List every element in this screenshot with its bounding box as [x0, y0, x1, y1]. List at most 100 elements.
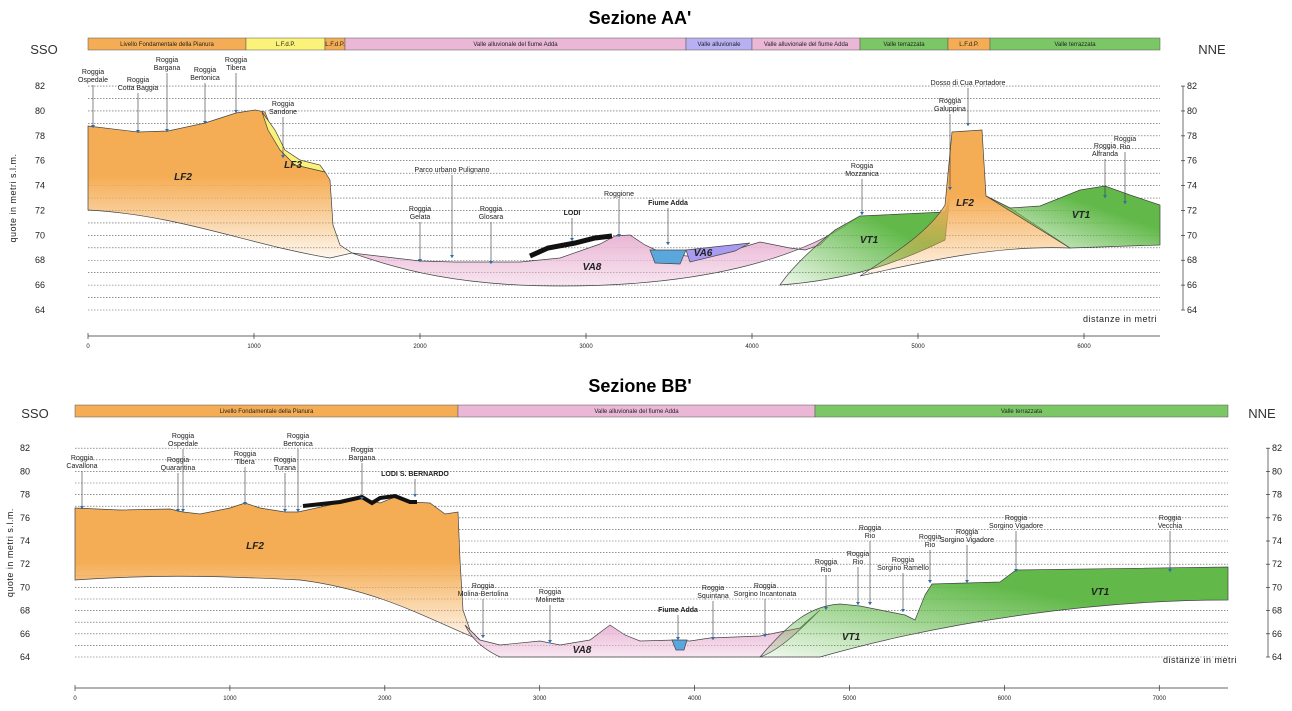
- y-tick-label: 78: [1187, 131, 1197, 141]
- band-label: Livello Fondamentale della Pianura: [120, 42, 214, 48]
- annotation: Sandone: [269, 109, 297, 116]
- annotation: Roggia: [539, 589, 561, 596]
- marker: [450, 255, 454, 258]
- annotation: Roggia: [892, 557, 914, 564]
- annotation: Roggia: [351, 447, 373, 454]
- y-tick-label: 66: [1272, 629, 1282, 639]
- y-tick-label: 64: [35, 305, 45, 315]
- annotation: Roggia: [409, 206, 431, 213]
- unit-label: LF2: [174, 172, 192, 183]
- annotation: Alfranda: [1092, 151, 1118, 158]
- marker: [966, 123, 970, 126]
- river: [650, 250, 686, 264]
- marker: [570, 238, 574, 241]
- annotation: Roggia: [956, 529, 978, 536]
- band-label: Valle terrazzata: [1001, 409, 1043, 415]
- annotation: Roggia: [1114, 136, 1136, 143]
- annotation: Roggia: [225, 57, 247, 64]
- annotation: Roggia: [172, 433, 194, 440]
- annotation: Rio: [865, 533, 876, 540]
- annotation: Roggione: [604, 191, 634, 198]
- x-tick-label: 1000: [223, 696, 237, 702]
- x-tick-label: 5000: [843, 696, 857, 702]
- annotation: Bertonica: [283, 441, 313, 448]
- annotation: Ospedale: [168, 441, 198, 448]
- annotation: Roggia: [194, 67, 216, 74]
- y-tick-label: 80: [1187, 106, 1197, 116]
- annotation: Bargana: [154, 65, 181, 72]
- y-tick-label: 66: [20, 629, 30, 639]
- annotation: Mozzanica: [845, 171, 879, 178]
- annotation: Vecchia: [1158, 523, 1183, 530]
- x-tick-label: 3000: [533, 696, 547, 702]
- y-tick-label: 82: [20, 443, 30, 453]
- unit-label: VA8: [573, 645, 592, 656]
- unit-label: VT1: [1072, 210, 1091, 221]
- annotation: Fiume Adda: [658, 607, 698, 614]
- band-label: Livello Fondamentale della Pianura: [220, 409, 314, 415]
- annotation: Roggia: [127, 77, 149, 84]
- annotation: Bargana: [349, 455, 376, 462]
- annotation: Roggia: [702, 585, 724, 592]
- x-tick-label: 0: [86, 344, 90, 350]
- x-tick-label: 3000: [579, 344, 593, 350]
- y-tick-label: 78: [20, 490, 30, 500]
- annotation: Quarantina: [161, 465, 196, 472]
- y-tick-label: 64: [1187, 305, 1197, 315]
- band-label: Valle alluvionale del fiume Adda: [594, 409, 679, 415]
- annotation: Tibera: [226, 65, 246, 72]
- annotation: Glosara: [479, 214, 504, 221]
- annotation: Rio: [1120, 144, 1131, 151]
- y-tick-label: 74: [20, 536, 30, 546]
- marker: [856, 602, 860, 605]
- x-tick-label: 5000: [911, 344, 925, 350]
- va8-body: [352, 216, 860, 286]
- x-axis-label: distanze in metri: [1163, 655, 1237, 665]
- y-tick-label: 72: [20, 559, 30, 569]
- annotation: LODI S. BERNARDO: [381, 471, 449, 478]
- unit-label: LF2: [956, 198, 974, 209]
- y-tick-label: 68: [20, 606, 30, 616]
- annotation: Roggia: [82, 69, 104, 76]
- annotation: LODI: [564, 210, 581, 217]
- annotation: Roggia: [1005, 515, 1027, 522]
- annotation: Sorgino Vigadore: [940, 537, 994, 544]
- unit-label: VT1: [842, 632, 861, 643]
- band-label: L.F.d.P.: [959, 42, 979, 48]
- annotation: Roggia: [1159, 515, 1181, 522]
- annotation: Dosso di Cua Portadore: [931, 80, 1006, 87]
- annotation: Roggia: [272, 101, 294, 108]
- side-label: SSO: [21, 406, 48, 421]
- marker: [868, 602, 872, 605]
- annotation: Rio: [853, 559, 864, 566]
- y-tick-label: 82: [1187, 81, 1197, 91]
- annotation: Roggia: [167, 457, 189, 464]
- y-tick-label: 78: [35, 131, 45, 141]
- band-label: Valle alluvionale del fiume Adda: [764, 42, 849, 48]
- annotation: Roggia: [480, 206, 502, 213]
- y-tick-label: 66: [35, 280, 45, 290]
- side-label: SSO: [30, 42, 57, 57]
- x-tick-label: 4000: [688, 696, 702, 702]
- annotation: Roggia: [754, 583, 776, 590]
- y-axis-label: quote in metri s.l.m.: [8, 154, 18, 243]
- y-tick-label: 80: [20, 466, 30, 476]
- annotation: Molinetta: [536, 597, 565, 604]
- lf2-body: [75, 497, 480, 640]
- y-tick-label: 82: [1272, 443, 1282, 453]
- section-title: Sezione AA': [589, 8, 692, 28]
- band-label: Valle alluvionale del fiume Adda: [473, 42, 558, 48]
- marker: [676, 637, 680, 640]
- y-tick-label: 70: [1187, 230, 1197, 240]
- y-tick-label: 64: [1272, 652, 1282, 662]
- y-tick-label: 70: [35, 230, 45, 240]
- y-tick-label: 68: [1187, 255, 1197, 265]
- y-tick-label: 74: [1272, 536, 1282, 546]
- x-tick-label: 2000: [413, 344, 427, 350]
- y-tick-label: 74: [1187, 181, 1197, 191]
- annotation: Roggia: [71, 455, 93, 462]
- annotation: Roggia: [859, 525, 881, 532]
- annotation: Roggia: [847, 551, 869, 558]
- y-tick-label: 80: [35, 106, 45, 116]
- y-tick-label: 76: [35, 156, 45, 166]
